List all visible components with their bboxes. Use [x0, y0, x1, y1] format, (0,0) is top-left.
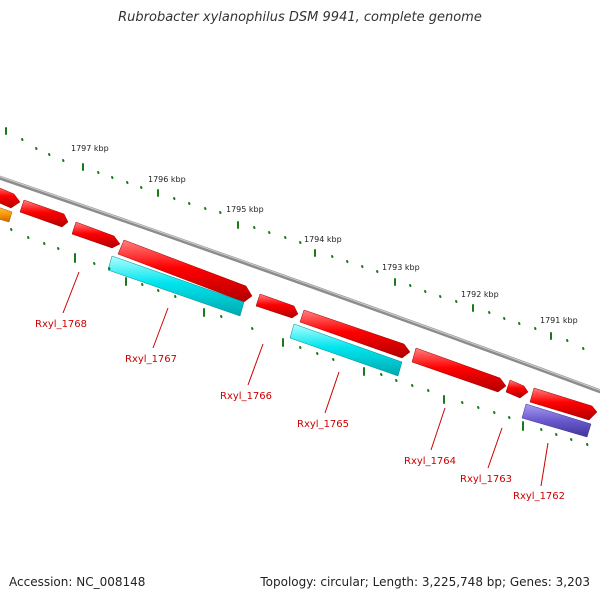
forward-strand-genes	[0, 186, 598, 421]
gene-arrow[interactable]	[255, 293, 299, 319]
gene-label-rxyl-1768[interactable]: Rxyl_1768	[35, 319, 87, 330]
ruler-label-1792: 1792 kbp	[461, 290, 499, 299]
ruler-labels: 1797 kbp 1796 kbp 1795 kbp 1794 kbp 1793…	[71, 144, 578, 325]
ruler-label-1793: 1793 kbp	[382, 263, 420, 272]
ruler-label-1791: 1791 kbp	[540, 316, 578, 325]
gene-arrow[interactable]	[529, 387, 598, 421]
gene-arrow[interactable]	[19, 199, 69, 228]
gene-label-rxyl-1764[interactable]: Rxyl_1764	[404, 456, 456, 467]
map-title: Rubrobacter xylanophilus DSM 9941, compl…	[118, 10, 482, 25]
ruler-label-1796: 1796 kbp	[148, 175, 186, 184]
ruler-label-1794: 1794 kbp	[304, 235, 342, 244]
gene-arrow[interactable]	[0, 206, 13, 223]
gene-arrow[interactable]	[411, 347, 507, 393]
inner-ruler	[10, 228, 589, 446]
gene-arrow[interactable]	[117, 239, 253, 303]
gene-arrow[interactable]	[71, 221, 121, 249]
gene-arrow[interactable]	[299, 309, 411, 359]
gene-label-rxyl-1762[interactable]: Rxyl_1762	[513, 491, 565, 502]
ruler-label-1797: 1797 kbp	[71, 144, 109, 153]
ruler-label-1795: 1795 kbp	[226, 205, 264, 214]
accession-text: Accession: NC_008148	[9, 575, 146, 589]
gene-label-rxyl-1767[interactable]: Rxyl_1767	[125, 354, 177, 365]
gene-arrow[interactable]	[0, 186, 21, 209]
genome-backbone	[0, 175, 600, 394]
gene-label-rxyl-1765[interactable]: Rxyl_1765	[297, 419, 349, 430]
outer-ruler	[5, 127, 585, 350]
gene-arrow[interactable]	[107, 255, 245, 317]
gene-arrow[interactable]	[505, 379, 529, 399]
gene-arrow[interactable]	[521, 403, 592, 438]
topology-text: Topology: circular; Length: 3,225,748 bp…	[260, 575, 590, 589]
gene-arrow[interactable]	[289, 323, 403, 377]
gene-label-rxyl-1766[interactable]: Rxyl_1766	[220, 391, 272, 402]
gene-label-rxyl-1763[interactable]: Rxyl_1763	[460, 474, 512, 485]
label-leaders	[62, 271, 549, 487]
gene-labels: Rxyl_1768 Rxyl_1767 Rxyl_1766 Rxyl_1765 …	[35, 319, 565, 502]
reverse-strand-genes	[0, 206, 592, 438]
